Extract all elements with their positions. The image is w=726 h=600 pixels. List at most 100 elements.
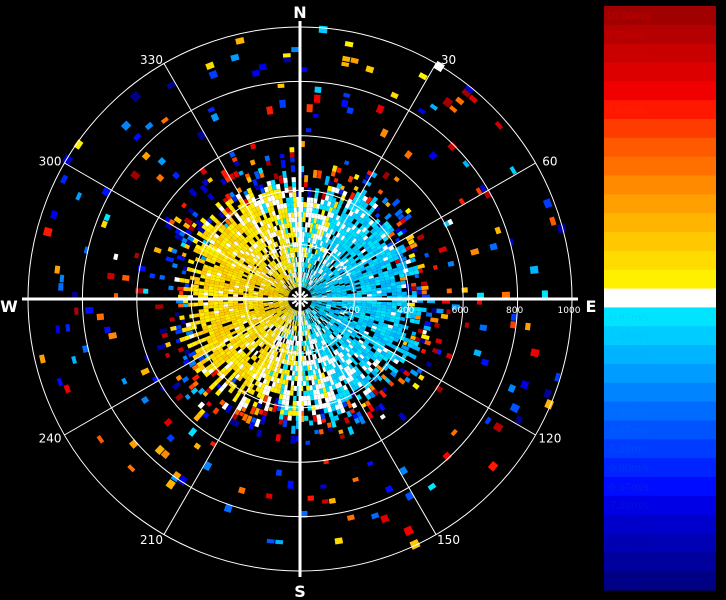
velocity-echo-cell bbox=[307, 279, 311, 285]
velocity-echo-cell bbox=[373, 224, 380, 231]
velocity-echo-cell bbox=[260, 209, 266, 215]
velocity-echo-cell bbox=[283, 369, 288, 375]
velocity-echo-cell bbox=[207, 106, 216, 113]
velocity-echo-cell bbox=[271, 310, 277, 315]
velocity-echo-cell bbox=[294, 365, 298, 371]
velocity-echo-cell bbox=[334, 404, 341, 411]
velocity-echo-cell bbox=[309, 263, 313, 269]
velocity-echo-cell bbox=[268, 302, 274, 305]
velocity-echo-cell bbox=[285, 305, 291, 309]
velocity-echo-cell bbox=[375, 339, 382, 345]
velocity-echo-cell bbox=[387, 254, 394, 260]
velocity-echo-cell bbox=[347, 255, 353, 261]
velocity-echo-cell bbox=[280, 342, 284, 348]
velocity-echo-cell bbox=[96, 435, 105, 444]
velocity-echo-cell bbox=[290, 268, 293, 274]
velocity-echo-cell bbox=[234, 311, 240, 316]
velocity-echo-cell bbox=[385, 311, 392, 315]
velocity-echo-cell bbox=[313, 286, 319, 290]
velocity-echo-cell bbox=[266, 105, 274, 115]
velocity-echo-cell bbox=[253, 300, 259, 303]
velocity-echo-cell bbox=[251, 225, 257, 232]
velocity-echo-cell bbox=[290, 314, 294, 320]
velocity-echo-cell bbox=[376, 287, 382, 291]
velocity-echo-cell bbox=[543, 388, 552, 399]
velocity-echo-cell bbox=[258, 318, 264, 323]
velocity-echo-cell bbox=[322, 366, 327, 373]
velocity-echo-cell bbox=[310, 369, 314, 376]
velocity-echo-cell bbox=[284, 384, 288, 391]
velocity-echo-cell bbox=[284, 292, 289, 295]
velocity-echo-cell bbox=[357, 244, 363, 250]
velocity-echo-cell bbox=[381, 325, 388, 331]
velocity-echo-cell bbox=[328, 217, 333, 223]
velocity-echo-cell bbox=[406, 306, 412, 311]
velocity-echo-cell bbox=[291, 410, 297, 416]
colorbar-swatch bbox=[604, 213, 716, 233]
velocity-echo-cell bbox=[404, 207, 412, 215]
velocity-echo-cell bbox=[292, 267, 295, 273]
velocity-echo-cell bbox=[319, 357, 323, 363]
velocity-echo-cell bbox=[297, 320, 299, 326]
velocity-echo-cell bbox=[344, 332, 351, 338]
velocity-echo-cell bbox=[330, 308, 336, 312]
velocity-echo-cell bbox=[283, 277, 288, 282]
velocity-echo-cell bbox=[254, 362, 260, 369]
velocity-echo-cell bbox=[331, 295, 337, 297]
velocity-echo-cell bbox=[267, 245, 272, 251]
velocity-echo-cell bbox=[275, 199, 280, 205]
velocity-echo-cell bbox=[294, 222, 298, 228]
velocity-echo-cell bbox=[361, 365, 368, 372]
velocity-echo-cell bbox=[262, 378, 268, 385]
velocity-echo-cell bbox=[328, 329, 333, 334]
velocity-echo-cell bbox=[245, 236, 251, 242]
velocity-echo-cell bbox=[336, 302, 342, 305]
velocity-echo-cell bbox=[348, 350, 354, 357]
velocity-echo-cell bbox=[332, 315, 338, 319]
velocity-echo-cell bbox=[220, 332, 227, 338]
velocity-echo-cell bbox=[371, 290, 377, 294]
velocity-echo-cell bbox=[165, 256, 175, 263]
velocity-echo-cell bbox=[283, 254, 288, 260]
velocity-echo-cell bbox=[236, 318, 242, 322]
velocity-echo-cell bbox=[167, 246, 173, 253]
velocity-echo-cell bbox=[308, 287, 314, 292]
velocity-echo-cell bbox=[364, 279, 370, 283]
velocity-echo-cell bbox=[200, 233, 208, 240]
velocity-echo-cell bbox=[245, 397, 251, 405]
velocity-echo-cell bbox=[261, 415, 267, 422]
velocity-echo-cell bbox=[140, 367, 150, 376]
velocity-echo-cell bbox=[294, 320, 297, 326]
velocity-echo-cell bbox=[311, 317, 315, 323]
velocity-echo-cell bbox=[329, 310, 335, 315]
grid-layer bbox=[22, 21, 578, 577]
velocity-echo-cell bbox=[294, 282, 297, 288]
colorbar-label: -0.67m/s bbox=[606, 312, 649, 324]
velocity-echo-cell bbox=[301, 315, 304, 321]
velocity-echo-cell bbox=[285, 317, 289, 323]
velocity-echo-cell bbox=[226, 332, 233, 338]
velocity-echo-cell bbox=[246, 266, 252, 271]
velocity-echo-cell bbox=[322, 231, 327, 237]
velocity-echo-cell bbox=[287, 334, 290, 340]
velocity-echo-cell bbox=[317, 224, 322, 230]
velocity-echo-cell bbox=[261, 203, 267, 210]
velocity-echo-cell bbox=[370, 222, 377, 229]
velocity-echo-cell bbox=[342, 335, 348, 341]
velocity-echo-cell bbox=[317, 213, 322, 220]
velocity-echo-cell bbox=[415, 315, 421, 320]
velocity-echo-cell bbox=[281, 315, 286, 320]
velocity-echo-cell bbox=[345, 226, 352, 233]
velocity-echo-cell bbox=[208, 243, 214, 248]
velocity-echo-cell bbox=[435, 338, 443, 345]
velocity-echo-cell bbox=[381, 227, 389, 234]
velocity-echo-cell bbox=[255, 386, 261, 393]
velocity-echo-cell bbox=[277, 357, 281, 363]
velocity-echo-cell bbox=[205, 346, 212, 353]
velocity-echo-cell bbox=[361, 307, 367, 311]
velocity-echo-cell bbox=[290, 212, 295, 218]
velocity-echo-cell bbox=[249, 284, 255, 288]
velocity-echo-cell bbox=[268, 295, 274, 298]
velocity-echo-cell bbox=[238, 304, 244, 308]
velocity-echo-cell bbox=[244, 361, 250, 368]
